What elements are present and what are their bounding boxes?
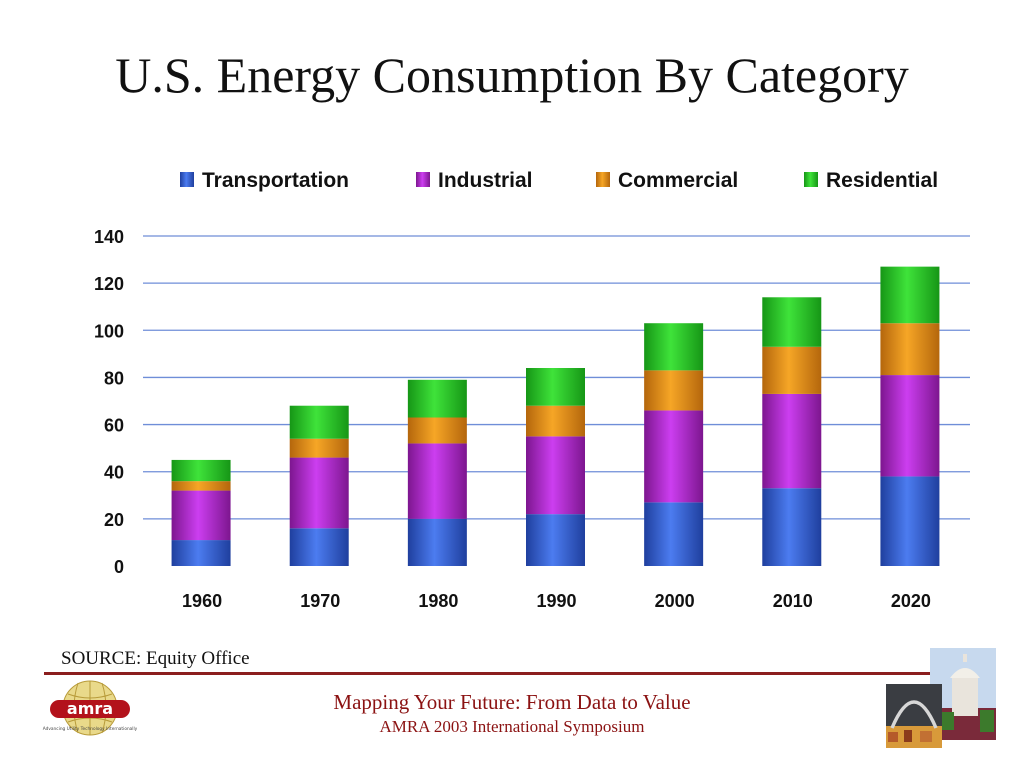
bar-segment-commercial-2020 [880,323,940,376]
x-tick-label: 2010 [773,591,813,611]
bar-segment-commercial-1980 [407,417,467,444]
bar-segment-transportation-2010 [762,488,822,566]
legend-label: Commercial [618,169,738,192]
bar-segment-residential-1970 [289,405,349,439]
legend-label: Residential [826,169,938,192]
legend-label: Industrial [438,169,533,192]
y-tick-label: 40 [104,463,124,483]
legend-swatch [804,172,818,187]
x-tick-label: 1960 [182,591,222,611]
x-tick-label: 1990 [536,591,576,611]
bar-segment-residential-1960 [171,459,231,482]
legend-item-industrial: Industrial [416,169,533,192]
bar-segment-transportation-1990 [526,514,585,566]
bar-segment-transportation-1960 [171,540,231,566]
x-tick-label: 1980 [418,591,458,611]
legend-item-residential: Residential [804,169,938,192]
bar-segment-commercial-1990 [526,405,585,437]
bar-segment-industrial-2010 [762,393,822,489]
bar-segment-residential-2020 [880,266,940,324]
city-photo [886,648,996,748]
amra-logo: amra Advancing Utility Technology Intern… [43,680,138,736]
bar-segment-residential-2000 [644,323,704,371]
bar-segment-transportation-1980 [407,518,467,566]
x-tick-label: 2000 [655,591,695,611]
x-tick-label: 1970 [300,591,340,611]
bar-segment-residential-1990 [526,368,585,406]
legend-item-transportation: Transportation [180,169,349,192]
footer-subtitle: AMRA 2003 International Symposium [379,717,645,736]
footer-divider [44,672,932,675]
y-tick-label: 20 [104,510,124,530]
bar-segment-transportation-2000 [644,502,704,566]
y-tick-label: 100 [94,321,124,341]
bar-segment-industrial-2020 [880,375,940,477]
bar-segment-transportation-1970 [289,528,349,566]
legend-item-commercial: Commercial [596,169,738,192]
bar-segment-commercial-2010 [762,346,822,394]
y-tick-label: 120 [94,274,124,294]
bar-segment-commercial-1970 [289,438,349,458]
legend-swatch [180,172,194,187]
legend-label: Transportation [202,169,349,192]
bar-segment-commercial-1960 [171,481,231,491]
bar-segment-residential-1980 [407,379,467,418]
bar-segment-residential-2010 [762,297,822,347]
legend-swatch [596,172,610,187]
bar-segment-industrial-1980 [407,443,467,519]
y-tick-label: 80 [104,368,124,388]
source-note: SOURCE: Equity Office [61,648,250,669]
logo-wordmark: amra [67,699,113,718]
bar-segment-commercial-2000 [644,370,704,411]
bar-segment-industrial-1970 [289,457,349,529]
stacked-bar-chart: 0 20 40 60 80 100 120 140 1960 1970 1980 1990 2000 2… [94,169,970,611]
bar-segment-industrial-1960 [171,490,231,541]
y-tick-label: 140 [94,227,124,247]
legend-swatch [416,172,430,187]
x-tick-label: 2020 [891,591,931,611]
logo-tagline: Advancing Utility Technology Internation… [43,726,138,732]
bar-segment-industrial-2000 [644,410,704,503]
bar-segment-transportation-2020 [880,476,940,566]
y-tick-label: 0 [114,557,124,577]
bar-segment-industrial-1990 [526,436,585,515]
footer-title: Mapping Your Future: From Data to Value [333,690,691,714]
y-tick-label: 60 [104,416,124,436]
page-title: U.S. Energy Consumption By Category [115,47,909,103]
